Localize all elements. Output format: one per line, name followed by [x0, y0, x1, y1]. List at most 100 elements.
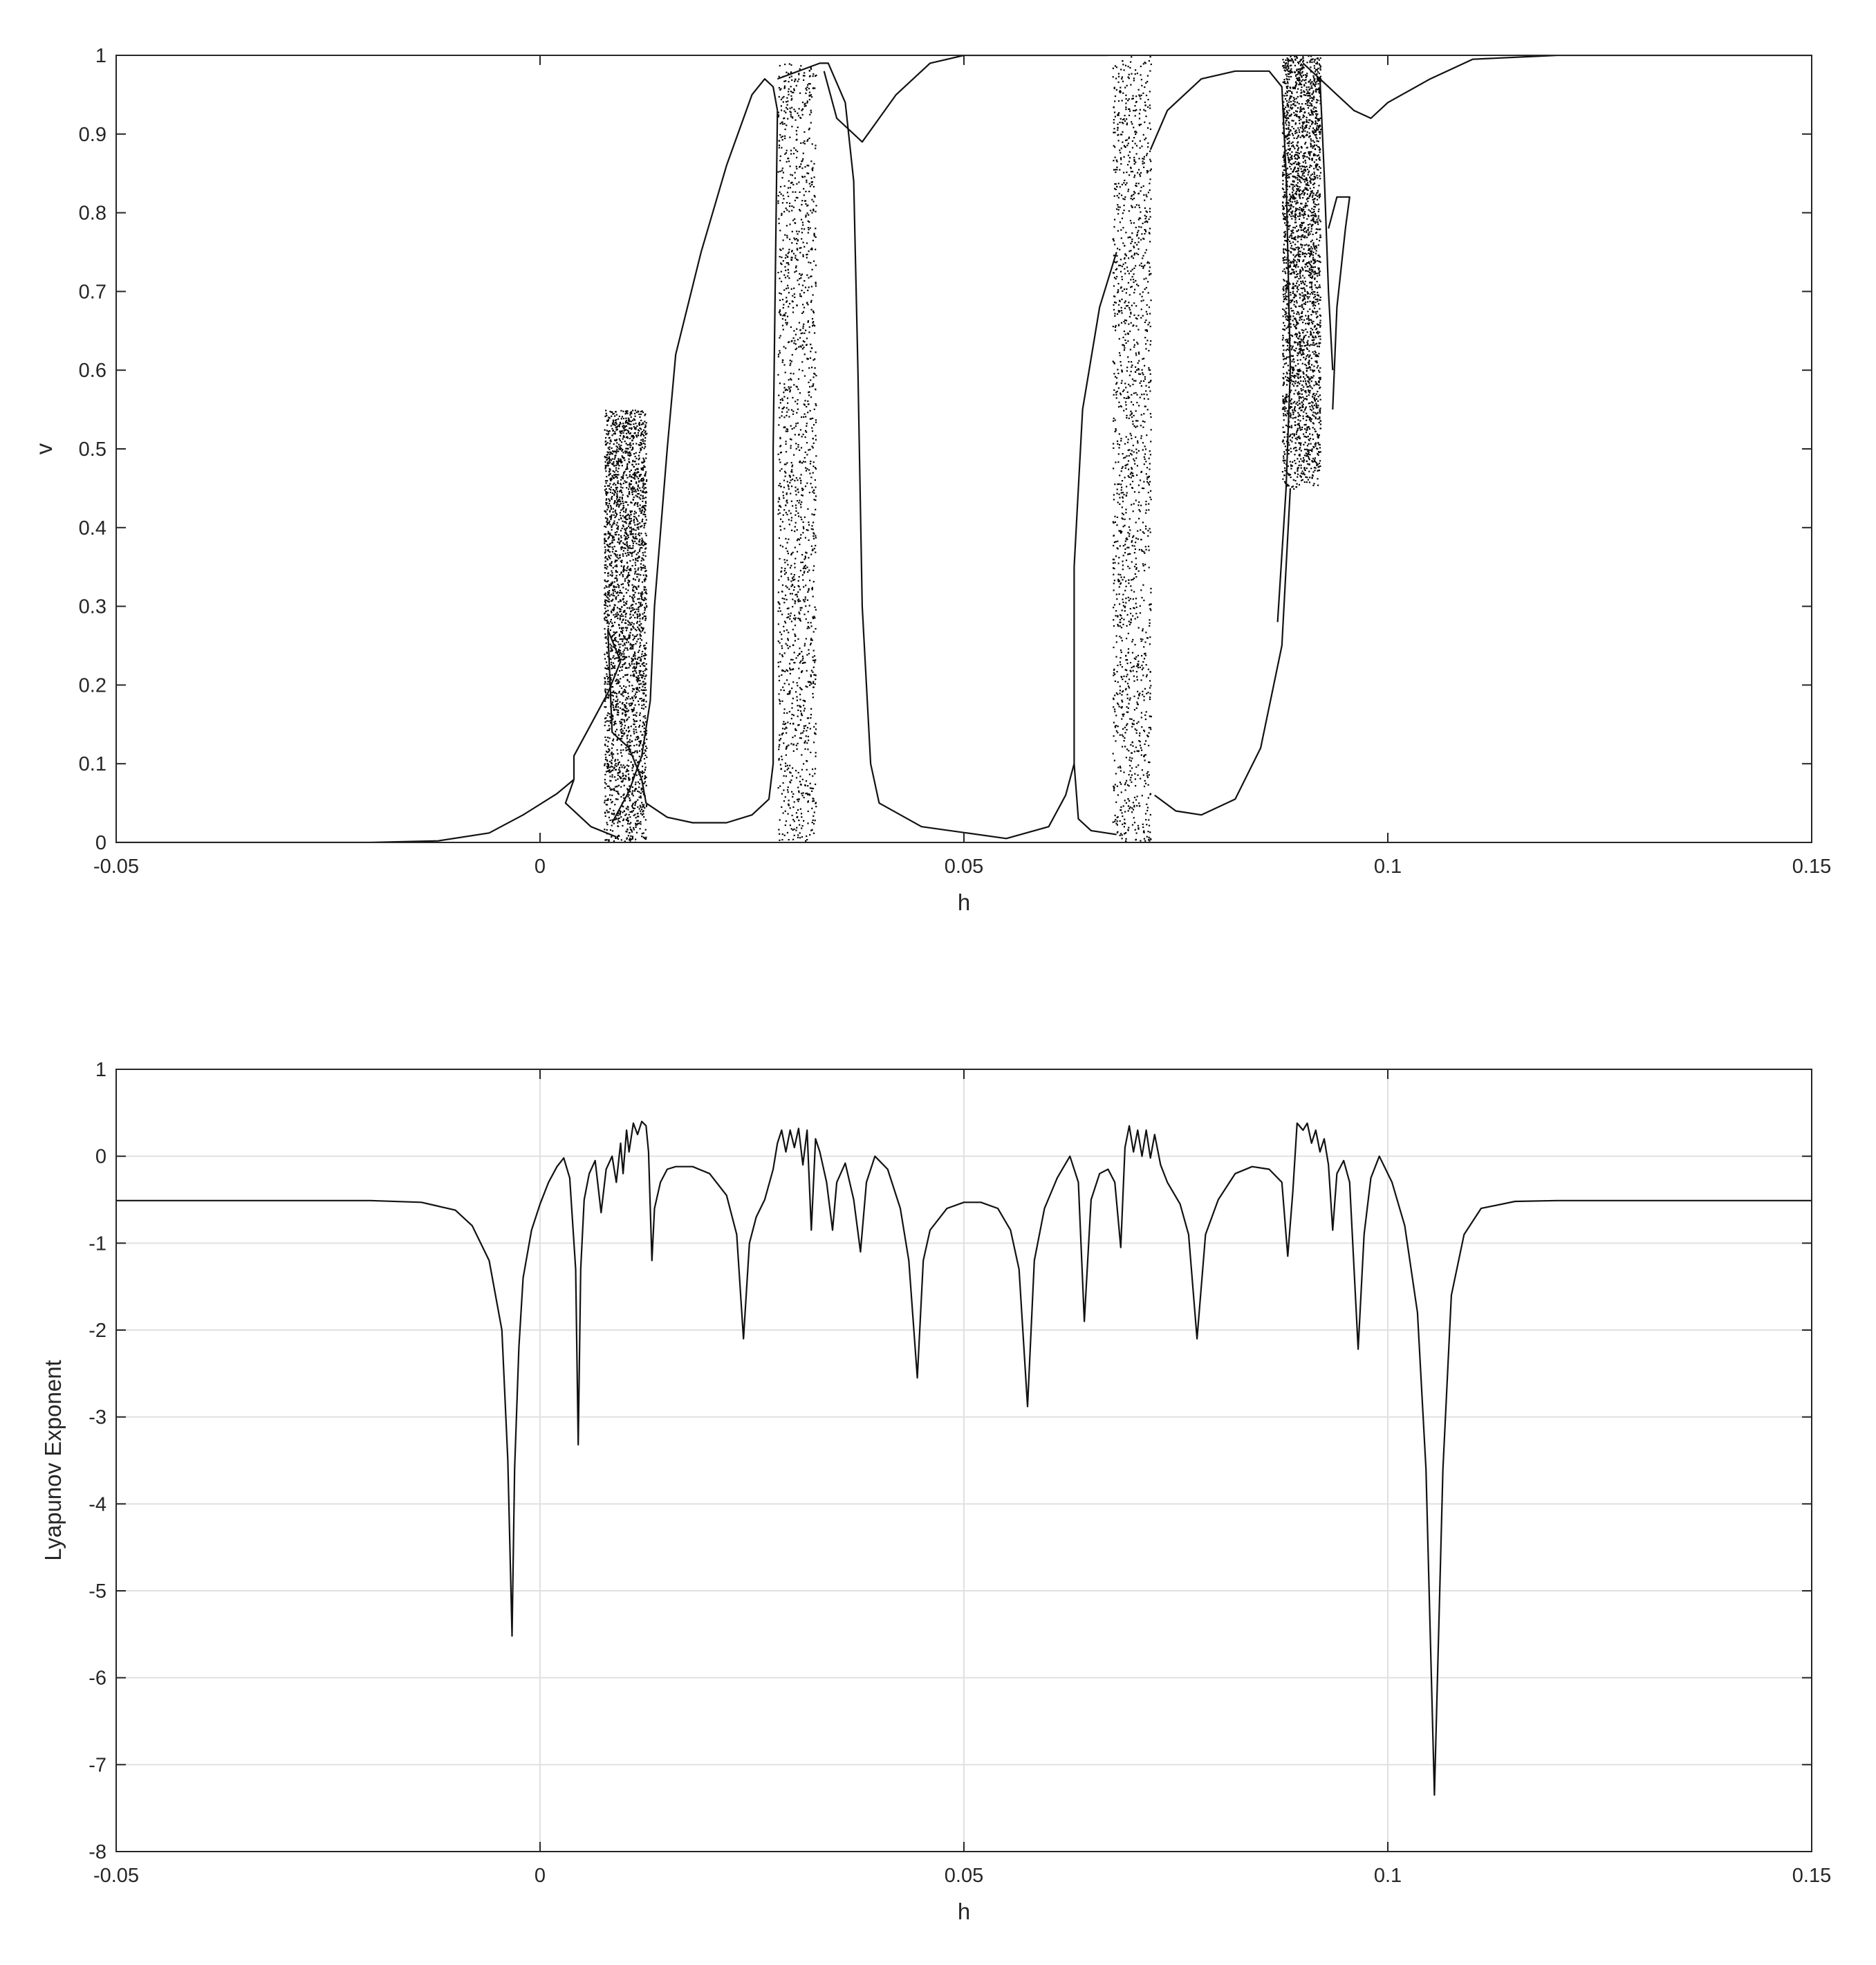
chaotic-point [634, 788, 637, 790]
chaotic-point [633, 528, 635, 530]
chaotic-point [802, 579, 804, 581]
chaotic-point [1149, 216, 1151, 218]
chaotic-point [779, 819, 781, 821]
chaotic-point [783, 426, 785, 429]
chaotic-point [635, 661, 638, 663]
chaotic-point [1112, 272, 1115, 274]
chaotic-point [613, 539, 615, 541]
chaotic-point [1125, 598, 1127, 600]
chaotic-point [784, 475, 786, 477]
chaotic-point [644, 762, 646, 764]
chaotic-point [624, 429, 626, 431]
chaotic-point [1149, 463, 1151, 465]
chaotic-point [630, 487, 632, 489]
chaotic-point [807, 800, 809, 802]
chaotic-point [604, 441, 606, 443]
chaotic-point [625, 421, 627, 423]
chaotic-point [798, 73, 800, 75]
chaotic-point [609, 461, 611, 464]
chaotic-point [1133, 222, 1135, 224]
chaotic-point [787, 118, 789, 120]
chaotic-point [1116, 785, 1118, 787]
chaotic-point [604, 461, 606, 463]
chaotic-point [640, 806, 642, 809]
chaotic-point [609, 713, 611, 715]
chaotic-point [812, 294, 814, 296]
chaotic-point [815, 806, 817, 808]
chaotic-point [1144, 337, 1146, 339]
chaotic-point [1137, 420, 1139, 422]
chaotic-point [606, 476, 608, 478]
chaotic-point [635, 817, 637, 819]
chaotic-point [778, 579, 780, 581]
chaotic-point [1116, 261, 1118, 263]
chaotic-point [791, 125, 793, 128]
chaotic-point [778, 699, 781, 701]
chaotic-point [619, 439, 621, 442]
chaotic-point [799, 705, 801, 708]
chaotic-point [620, 722, 622, 725]
chaotic-point [632, 659, 634, 662]
chaotic-point [617, 499, 620, 501]
chaotic-point [636, 425, 638, 427]
chaotic-point [785, 571, 787, 574]
chaotic-point [1122, 344, 1124, 346]
chaotic-point [1142, 267, 1144, 269]
chaotic-point [644, 609, 646, 611]
chaotic-point [605, 771, 608, 773]
chaotic-point [613, 458, 615, 460]
chaotic-point [616, 607, 619, 609]
chaotic-point [630, 469, 632, 471]
chaotic-point [622, 427, 624, 429]
chaotic-point [778, 602, 780, 604]
chaotic-point [630, 423, 632, 425]
chaotic-point [788, 195, 790, 197]
chaotic-point [631, 551, 633, 553]
chaotic-point [783, 396, 786, 398]
chaotic-point [781, 176, 783, 179]
chaotic-point [807, 810, 809, 813]
chaotic-point [809, 448, 811, 451]
chaotic-point [1135, 729, 1137, 731]
chaotic-point [609, 819, 611, 822]
chaotic-point [626, 817, 629, 819]
chaotic-point [615, 560, 617, 562]
chaotic-point [1146, 692, 1148, 694]
chaotic-point [607, 593, 609, 596]
chaotic-point [616, 442, 618, 444]
chaotic-point [785, 537, 787, 539]
chaotic-point [798, 586, 800, 588]
chaotic-point [781, 169, 783, 172]
chaotic-point [613, 433, 615, 435]
chaotic-point [795, 149, 797, 151]
chaotic-point [781, 167, 783, 169]
chaotic-point [808, 605, 810, 607]
chaotic-point [606, 491, 608, 493]
chaotic-point [642, 480, 644, 482]
chaotic-point [815, 486, 817, 488]
chaotic-point [626, 448, 629, 450]
chaotic-point [620, 486, 622, 488]
chaotic-point [604, 602, 606, 604]
chaotic-point [631, 463, 633, 465]
chaotic-point [641, 591, 643, 593]
chaotic-point [1127, 685, 1130, 688]
chaotic-point [622, 520, 624, 522]
chaotic-point [644, 516, 647, 518]
chaotic-point [627, 574, 629, 576]
chaotic-point [783, 630, 786, 632]
chaotic-point [629, 838, 631, 840]
chaotic-point [640, 795, 642, 797]
chaotic-point [808, 286, 810, 288]
chaotic-point [607, 763, 609, 765]
chaotic-point [620, 517, 622, 519]
chaotic-point [1134, 206, 1136, 208]
chaotic-point [783, 800, 786, 802]
chaotic-point [787, 791, 789, 793]
chaotic-point [1147, 98, 1149, 101]
chaotic-point [635, 831, 638, 833]
chaotic-point [644, 807, 646, 809]
chaotic-point [604, 510, 607, 513]
chaotic-point [1126, 625, 1128, 627]
chaotic-point [812, 535, 815, 537]
